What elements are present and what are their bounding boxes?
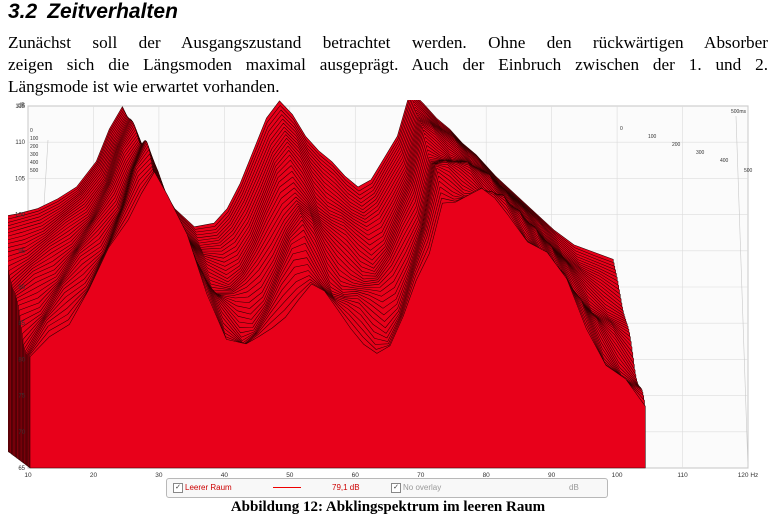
time-axis-label: 400 (30, 160, 39, 166)
figure-caption: Abbildung 12: Abklingspektrum im leeren … (230, 499, 546, 515)
x-tick-label: 50 (286, 472, 294, 479)
x-tick-label: 40 (221, 472, 229, 479)
x-tick-label: 90 (548, 472, 556, 479)
waterfall-slice (29, 171, 646, 469)
y-tick-label: 105 (15, 176, 26, 182)
time-axis-label: 200 (30, 144, 39, 150)
time-axis-label: 300 (30, 152, 39, 158)
y-tick-label: 115 (15, 104, 25, 110)
paragraph-line: Zunächst soll der Ausgangszustand betrac… (8, 33, 768, 52)
y-tick-label: 100 (15, 213, 26, 219)
x-tick-label: 120 Hz (738, 472, 759, 479)
time-axis-label: 500ms (731, 109, 747, 115)
legend-series-value: 79,1 dB (332, 483, 360, 492)
x-tick-label: 20 (90, 472, 98, 479)
time-axis-label: 0 (30, 128, 33, 134)
paragraph-line: zeigen sich die Längsmoden maximal ausge… (8, 55, 768, 74)
x-tick-label: 60 (352, 472, 360, 479)
time-axis-label: 500 (744, 168, 753, 174)
perspective-line (735, 115, 749, 469)
y-tick-label: 80 (18, 357, 25, 363)
time-axis-label: 200 (672, 142, 681, 148)
time-axis-label: 300 (696, 150, 705, 156)
x-tick-label: 10 (24, 472, 32, 479)
y-tick-label: 90 (18, 285, 25, 291)
section-number: 3.2 (8, 0, 38, 23)
time-axis-label: 0 (620, 126, 623, 132)
y-tick-label: 85 (18, 321, 25, 327)
section-title: Zeitverhalten (47, 0, 178, 23)
chart-legend: ✓ Leerer Raum 79,1 dB ✓ No overlay dB (166, 478, 608, 498)
y-tick-label: 95 (18, 249, 25, 255)
legend-series-name: Leerer Raum (185, 483, 232, 492)
time-axis-label: 100 (30, 136, 39, 142)
time-axis-label: 100 (648, 134, 657, 140)
y-tick-label: 75 (18, 394, 25, 400)
x-tick-label: 70 (417, 472, 425, 479)
overlay-checkbox-icon[interactable]: ✓ (391, 483, 401, 493)
x-tick-label: 30 (155, 472, 163, 479)
checkbox-icon[interactable]: ✓ (173, 483, 183, 493)
paragraph-line: Längsmode ist wie erwartet vorhanden. (8, 77, 280, 96)
y-tick-label: 65 (18, 466, 25, 472)
y-tick-label: 70 (18, 430, 25, 436)
y-tick-label: 110 (15, 140, 25, 146)
time-axis-label: 400 (720, 158, 729, 164)
time-axis-label: 500 (30, 168, 39, 174)
legend-line-swatch (273, 487, 301, 488)
y-axis-label: dB (18, 103, 25, 109)
body-paragraph: Zunächst soll der Ausgangszustand betrac… (8, 32, 768, 98)
section-heading: 3.2 Zeitverhalten (8, 0, 178, 24)
x-tick-label: 110 (677, 472, 688, 479)
x-tick-label: 100 (612, 472, 623, 479)
legend-overlay-unit: dB (569, 483, 579, 492)
legend-overlay-label: No overlay (403, 483, 442, 492)
waterfall-chart: 10 20 30 40 50 60 70 80 90 100 110 120 Hz 65 70 75 80 85… (8, 100, 759, 479)
x-tick-label: 80 (483, 472, 491, 479)
